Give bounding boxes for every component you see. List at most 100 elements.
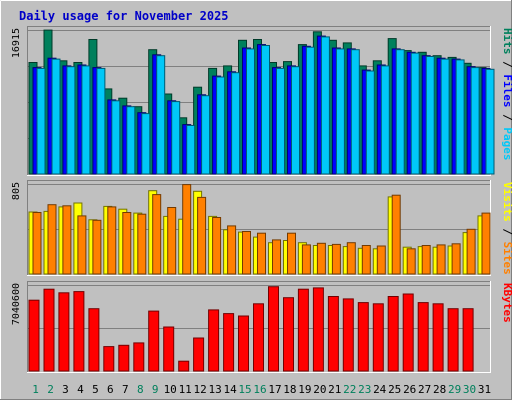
bar-kbytes-7 <box>118 344 130 372</box>
bar-pages-26 <box>410 52 420 175</box>
bar-kbytes-3 <box>58 292 70 372</box>
bar-sites-23 <box>361 245 371 275</box>
bar-sites-25 <box>391 194 401 275</box>
bar-pages-14 <box>231 72 241 175</box>
x-tick-label: 15 <box>238 383 251 396</box>
y-max-label: 7040600 <box>11 283 22 325</box>
bar-pages-27 <box>425 56 435 175</box>
bar-sites-31 <box>481 212 491 275</box>
bar-kbytes-22 <box>342 298 354 372</box>
bar-kbytes-28 <box>432 303 444 372</box>
x-tick-label: 10 <box>164 383 177 396</box>
legend-visits: Visits <box>501 182 512 222</box>
bar-sites-7 <box>122 212 132 275</box>
bar-sites-16 <box>257 232 266 275</box>
x-tick-label: 9 <box>152 383 159 396</box>
legend-labels: KBytes <box>501 283 512 323</box>
legend-labels: Hits / Files / Pages <box>501 28 512 161</box>
bar-sites-9 <box>152 194 162 275</box>
x-tick-label: 23 <box>358 383 371 396</box>
x-tick-label: 5 <box>92 383 99 396</box>
bar-pages-16 <box>261 45 270 175</box>
series-pages <box>36 36 495 175</box>
bar-kbytes-20 <box>312 287 324 372</box>
legend-files: Files <box>501 74 512 107</box>
bar-sites-18 <box>287 232 296 275</box>
bar-kbytes-6 <box>103 346 115 372</box>
x-tick-label: 28 <box>433 383 446 396</box>
x-tick-label: 25 <box>388 383 401 396</box>
x-tick-label: 6 <box>107 383 114 396</box>
bar-pages-10 <box>171 101 181 175</box>
bar-kbytes-18 <box>283 297 294 372</box>
bar-sites-5 <box>92 219 102 275</box>
bar-kbytes-29 <box>447 308 459 372</box>
bar-kbytes-15 <box>238 315 249 372</box>
x-tick-label: 7 <box>122 383 129 396</box>
legend-separator: / <box>501 222 512 242</box>
bar-kbytes-8 <box>133 342 145 372</box>
bar-pages-30 <box>470 67 480 175</box>
x-tick-label: 21 <box>328 383 341 396</box>
bar-sites-14 <box>227 225 237 275</box>
bar-pages-18 <box>291 66 300 175</box>
bar-sites-27 <box>421 245 431 275</box>
bar-kbytes-2 <box>43 288 55 372</box>
x-tick-label: 16 <box>253 383 266 396</box>
bar-sites-3 <box>62 205 72 275</box>
x-tick-label: 24 <box>373 383 387 396</box>
bar-kbytes-25 <box>387 296 399 372</box>
bar-pages-15 <box>246 48 255 175</box>
bar-sites-17 <box>272 239 281 275</box>
bar-pages-2 <box>51 58 61 175</box>
bar-kbytes-4 <box>73 291 85 372</box>
bar-pages-3 <box>66 66 76 175</box>
bar-pages-9 <box>156 55 166 175</box>
bar-kbytes-10 <box>163 326 175 372</box>
y-max-label: 805 <box>11 182 22 200</box>
legend-hits: Hits <box>501 28 512 55</box>
bar-kbytes-17 <box>268 286 279 372</box>
bar-pages-31 <box>485 68 495 175</box>
bar-pages-12 <box>201 95 211 175</box>
x-tick-label: 20 <box>313 383 326 396</box>
x-tick-label: 17 <box>268 383 281 396</box>
bar-sites-21 <box>331 243 341 275</box>
legend-kbytes: KBytes <box>501 283 512 323</box>
legend-pages: Pages <box>501 127 512 160</box>
bar-sites-30 <box>466 228 476 275</box>
bar-sites-15 <box>242 231 251 275</box>
bar-sites-2 <box>47 204 57 275</box>
legend-separator: / <box>501 108 512 128</box>
bar-sites-11 <box>182 184 192 275</box>
bar-pages-13 <box>216 76 226 175</box>
legend-sites: Sites <box>501 242 512 275</box>
x-tick-label: 30 <box>463 383 476 396</box>
bar-pages-19 <box>305 46 315 175</box>
bar-pages-8 <box>141 113 151 175</box>
bar-kbytes-23 <box>357 302 369 372</box>
bar-sites-22 <box>346 242 356 275</box>
bar-kbytes-9 <box>148 310 160 372</box>
bar-sites-4 <box>77 215 87 275</box>
bar-pages-29 <box>455 59 465 175</box>
bar-kbytes-12 <box>193 337 205 372</box>
bar-pages-6 <box>111 100 121 175</box>
bar-kbytes-13 <box>208 309 220 372</box>
x-tick-label: 19 <box>298 383 311 396</box>
x-tick-label: 1 <box>32 383 39 396</box>
bar-kbytes-27 <box>417 302 429 372</box>
bar-sites-6 <box>107 206 117 275</box>
panel-kbytes: 7040600 KBytes <box>11 281 512 373</box>
bar-pages-23 <box>365 70 375 175</box>
x-tick-label: 13 <box>208 383 221 396</box>
x-tick-label: 31 <box>478 383 491 396</box>
x-tick-label: 22 <box>343 383 356 396</box>
bar-kbytes-1 <box>28 299 40 372</box>
bar-sites-10 <box>167 207 177 275</box>
bar-pages-20 <box>320 36 330 175</box>
bar-sites-24 <box>376 245 386 275</box>
x-tick-label: 4 <box>77 383 84 396</box>
panel-visits-sites: 805 Visits / Sites <box>11 180 512 276</box>
